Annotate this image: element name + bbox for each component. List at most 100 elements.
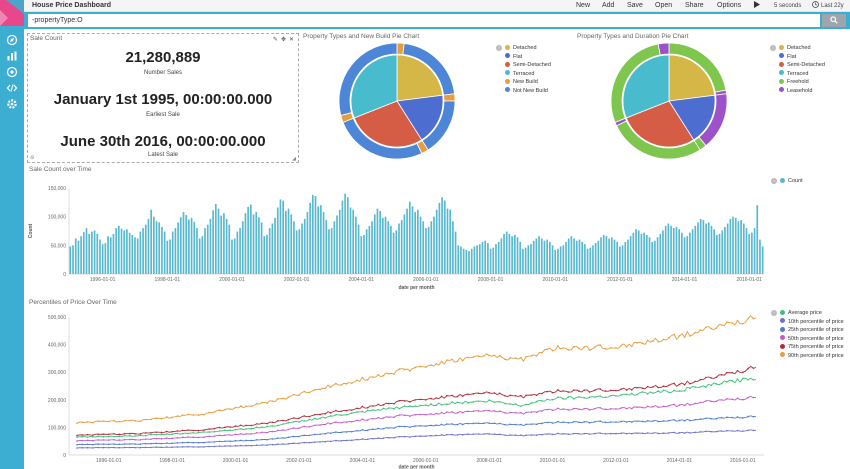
data-point[interactable] bbox=[657, 406, 660, 408]
bar[interactable] bbox=[454, 231, 457, 274]
bar[interactable] bbox=[627, 239, 629, 274]
data-point[interactable] bbox=[313, 433, 316, 436]
data-point[interactable] bbox=[541, 351, 543, 354]
bar[interactable] bbox=[268, 228, 271, 274]
bar[interactable] bbox=[422, 221, 425, 274]
bar[interactable] bbox=[562, 245, 565, 274]
data-point[interactable] bbox=[403, 425, 406, 428]
data-point[interactable] bbox=[171, 430, 173, 433]
data-point[interactable] bbox=[451, 433, 453, 436]
data-point[interactable] bbox=[673, 418, 675, 421]
data-point[interactable] bbox=[715, 400, 718, 403]
data-point[interactable] bbox=[276, 420, 279, 422]
bar[interactable] bbox=[656, 237, 659, 274]
data-point[interactable] bbox=[488, 399, 490, 401]
data-point[interactable] bbox=[551, 422, 554, 424]
data-point[interactable] bbox=[192, 436, 195, 439]
data-point[interactable] bbox=[393, 427, 395, 429]
data-point[interactable] bbox=[562, 398, 564, 400]
data-point[interactable] bbox=[350, 420, 353, 423]
bar[interactable] bbox=[185, 214, 188, 274]
data-point[interactable] bbox=[578, 421, 580, 424]
data-point[interactable] bbox=[197, 429, 200, 432]
data-point[interactable] bbox=[361, 376, 364, 379]
bar[interactable] bbox=[282, 200, 284, 274]
bar[interactable] bbox=[446, 208, 449, 274]
data-point[interactable] bbox=[424, 399, 427, 401]
bar[interactable] bbox=[594, 243, 597, 274]
data-point[interactable] bbox=[620, 432, 623, 435]
bar[interactable] bbox=[654, 240, 656, 274]
data-point[interactable] bbox=[335, 413, 337, 416]
data-point[interactable] bbox=[166, 433, 168, 435]
data-point[interactable] bbox=[509, 434, 512, 436]
data-point[interactable] bbox=[430, 364, 432, 366]
bar[interactable] bbox=[263, 236, 266, 274]
data-point[interactable] bbox=[504, 412, 506, 414]
bar[interactable] bbox=[597, 240, 600, 274]
bar[interactable] bbox=[225, 218, 228, 274]
time-range[interactable]: Last 22y bbox=[821, 3, 844, 9]
bar[interactable] bbox=[621, 245, 624, 274]
pie-slice-detached[interactable] bbox=[396, 54, 444, 102]
data-point[interactable] bbox=[181, 414, 184, 416]
bar[interactable] bbox=[134, 237, 136, 274]
bar[interactable] bbox=[325, 220, 328, 274]
bar[interactable] bbox=[373, 214, 376, 274]
data-point[interactable] bbox=[377, 408, 379, 411]
data-point[interactable] bbox=[92, 421, 94, 424]
data-point[interactable] bbox=[636, 393, 638, 396]
data-point[interactable] bbox=[356, 438, 358, 441]
data-point[interactable] bbox=[535, 423, 538, 426]
bar[interactable] bbox=[710, 225, 713, 274]
data-point[interactable] bbox=[615, 389, 617, 392]
data-point[interactable] bbox=[625, 421, 628, 423]
bar[interactable] bbox=[664, 225, 667, 274]
data-point[interactable] bbox=[588, 349, 591, 351]
bar[interactable] bbox=[549, 241, 551, 274]
bar[interactable] bbox=[279, 199, 282, 274]
data-point[interactable] bbox=[430, 397, 432, 400]
data-point[interactable] bbox=[76, 434, 78, 437]
data-point[interactable] bbox=[625, 346, 628, 348]
data-point[interactable] bbox=[282, 443, 284, 445]
bar[interactable] bbox=[737, 221, 740, 274]
bar[interactable] bbox=[390, 225, 392, 274]
bar[interactable] bbox=[314, 196, 317, 274]
data-point[interactable] bbox=[86, 421, 89, 423]
data-point[interactable] bbox=[313, 388, 316, 391]
data-point[interactable] bbox=[361, 438, 364, 440]
data-point[interactable] bbox=[467, 410, 469, 413]
bar[interactable] bbox=[662, 230, 664, 274]
data-point[interactable] bbox=[488, 391, 490, 394]
data-point[interactable] bbox=[456, 360, 459, 363]
data-point[interactable] bbox=[234, 433, 237, 436]
data-point[interactable] bbox=[86, 446, 89, 449]
data-point[interactable] bbox=[181, 432, 184, 435]
data-point[interactable] bbox=[176, 415, 179, 417]
bar[interactable] bbox=[508, 233, 511, 274]
data-point[interactable] bbox=[361, 410, 364, 413]
data-point[interactable] bbox=[594, 421, 596, 423]
data-point[interactable] bbox=[689, 419, 691, 422]
clock-icon[interactable] bbox=[812, 0, 819, 12]
data-point[interactable] bbox=[520, 356, 522, 359]
data-point[interactable] bbox=[102, 439, 105, 441]
data-point[interactable] bbox=[366, 429, 369, 432]
data-point[interactable] bbox=[266, 438, 269, 441]
data-point[interactable] bbox=[303, 434, 306, 437]
data-point[interactable] bbox=[102, 436, 105, 438]
data-point[interactable] bbox=[229, 440, 232, 442]
data-point[interactable] bbox=[144, 418, 147, 421]
bar[interactable] bbox=[713, 229, 715, 274]
data-point[interactable] bbox=[298, 421, 300, 423]
data-point[interactable] bbox=[578, 396, 580, 398]
data-point[interactable] bbox=[678, 390, 681, 392]
data-point[interactable] bbox=[86, 439, 89, 442]
data-point[interactable] bbox=[741, 377, 744, 380]
bar[interactable] bbox=[734, 217, 737, 274]
bar[interactable] bbox=[643, 232, 645, 274]
bar[interactable] bbox=[417, 209, 419, 274]
bar[interactable] bbox=[223, 213, 225, 274]
data-point[interactable] bbox=[520, 405, 522, 407]
